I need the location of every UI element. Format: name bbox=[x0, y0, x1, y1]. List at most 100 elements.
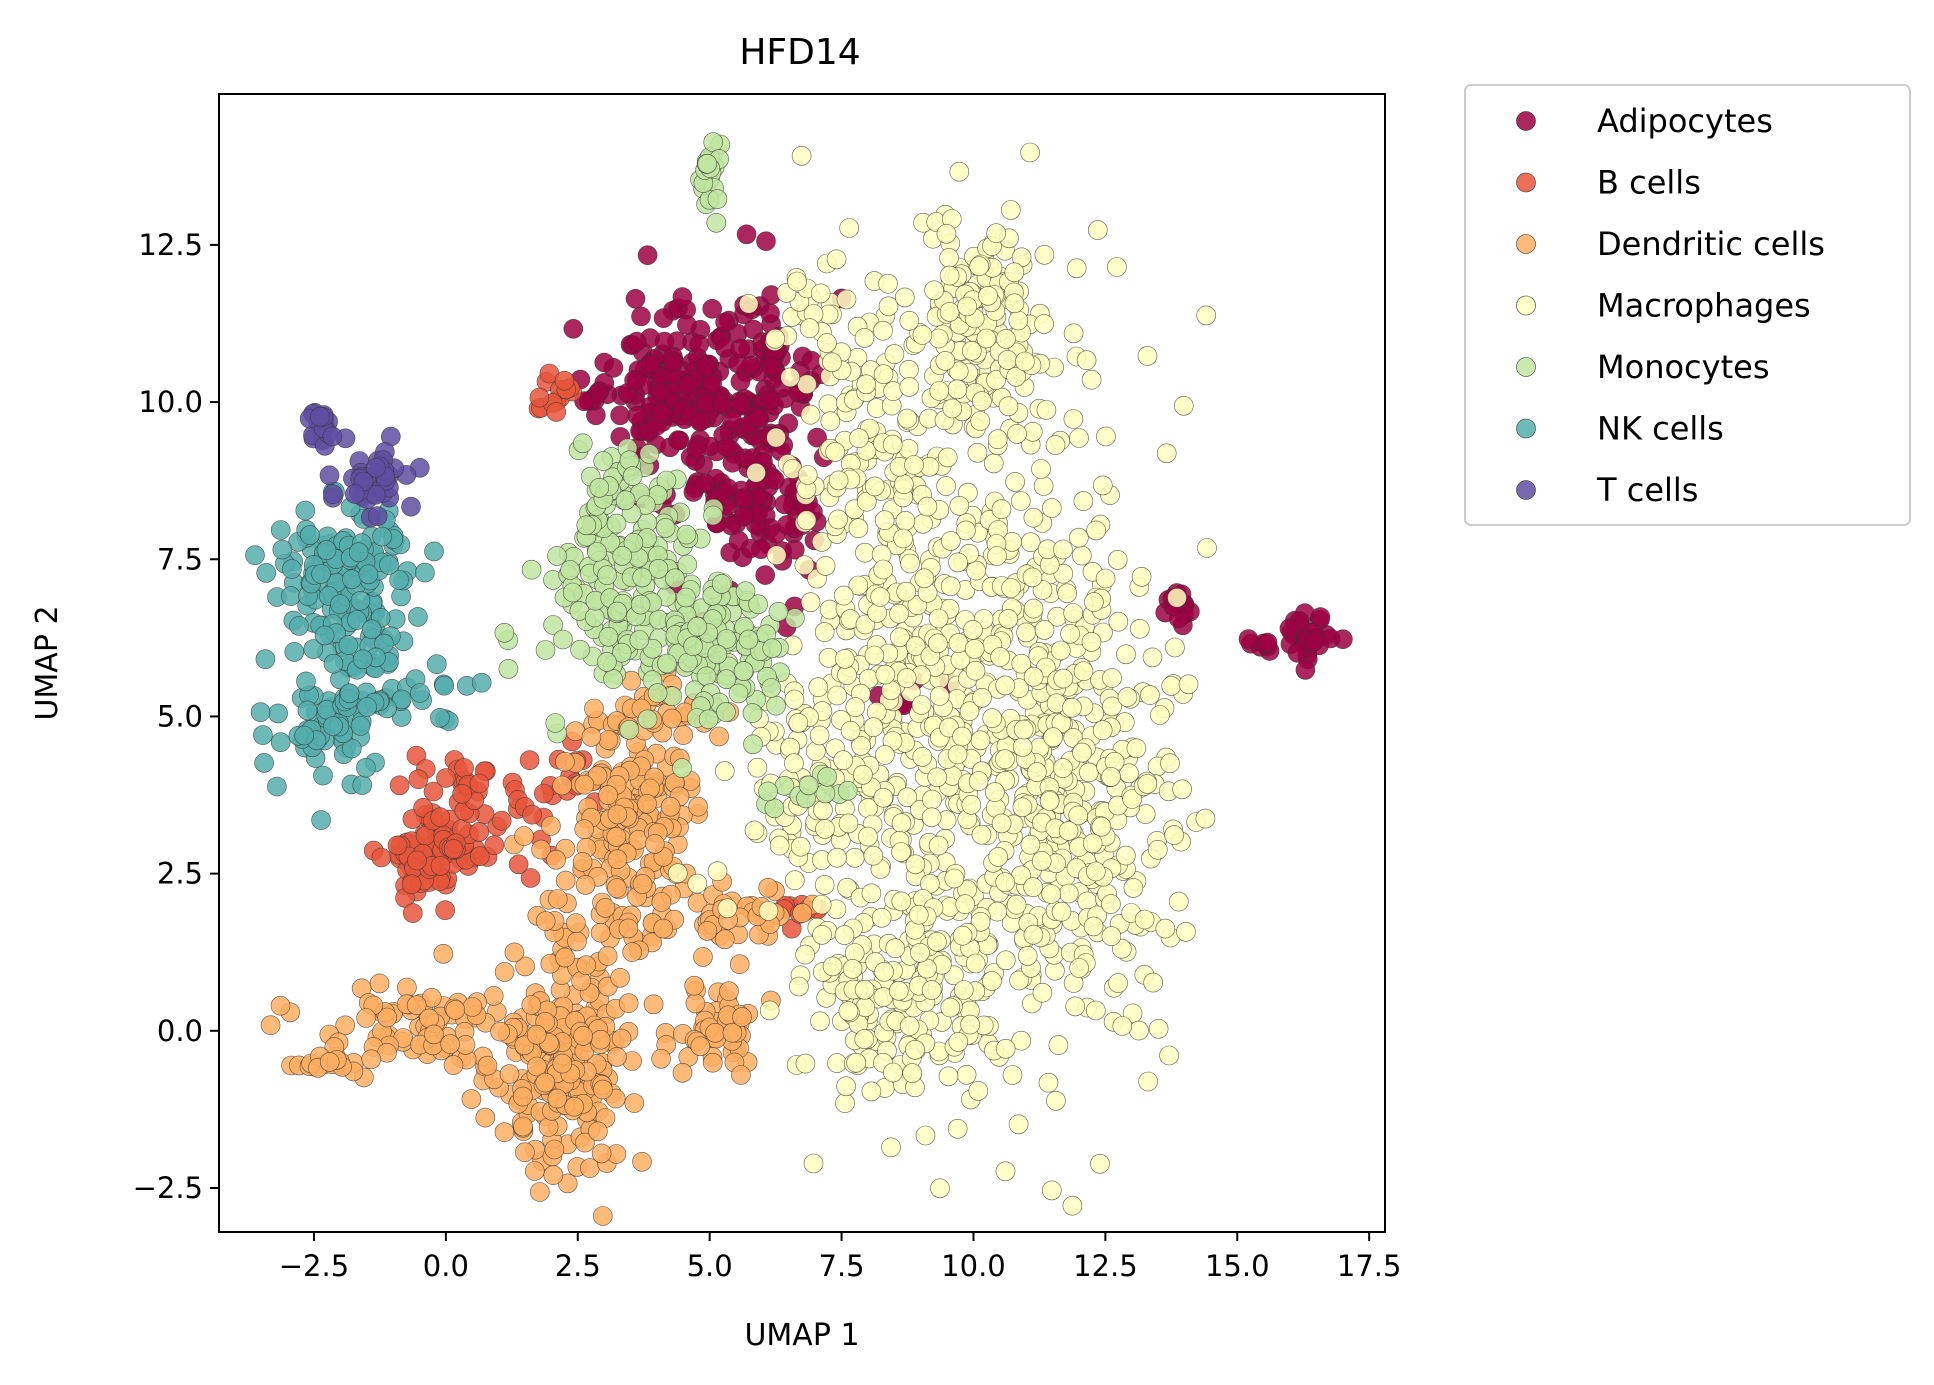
point-monocytes bbox=[766, 695, 786, 716]
point-macrophages bbox=[939, 248, 959, 268]
point-dendritic-cells bbox=[475, 1107, 496, 1128]
point-nk-cells bbox=[341, 738, 362, 759]
point-dendritic-cells bbox=[564, 1096, 585, 1117]
point-monocytes bbox=[543, 615, 563, 635]
point-dendritic-cells bbox=[598, 785, 618, 805]
point-macrophages bbox=[1137, 346, 1158, 366]
point-t-cells bbox=[322, 426, 343, 447]
point-macrophages bbox=[905, 854, 926, 875]
point-macrophages bbox=[956, 520, 976, 541]
point-monocytes bbox=[629, 630, 650, 650]
point-macrophages bbox=[986, 370, 1006, 390]
point-macrophages bbox=[856, 491, 877, 512]
point-adipocytes bbox=[641, 354, 661, 374]
point-t-cells bbox=[319, 465, 340, 486]
point-macrophages bbox=[814, 622, 835, 642]
point-adipocytes bbox=[625, 288, 646, 309]
point-macrophages bbox=[825, 442, 845, 462]
point-dendritic-cells bbox=[547, 1088, 568, 1109]
point-macrophages bbox=[864, 645, 885, 666]
point-macrophages bbox=[1012, 737, 1033, 757]
point-macrophages bbox=[851, 736, 871, 756]
point-macrophages bbox=[983, 453, 1004, 474]
point-dendritic-cells bbox=[515, 1142, 535, 1162]
point-monocytes bbox=[589, 477, 610, 498]
legend-label-b-cells: B cells bbox=[1597, 164, 1701, 202]
point-macrophages bbox=[1123, 878, 1144, 898]
point-dendritic-cells bbox=[607, 1047, 627, 1067]
point-macrophages bbox=[822, 956, 843, 977]
point-macrophages bbox=[948, 552, 968, 573]
point-macrophages bbox=[1101, 767, 1121, 787]
point-dendritic-cells bbox=[547, 889, 568, 909]
point-macrophages bbox=[996, 329, 1016, 349]
point-macrophages bbox=[912, 747, 933, 767]
point-macrophages bbox=[894, 287, 915, 308]
point-nk-cells bbox=[330, 594, 350, 615]
point-macrophages bbox=[840, 720, 861, 741]
point-macrophages bbox=[1053, 668, 1074, 689]
point-nk-cells bbox=[471, 672, 492, 693]
point-macrophages bbox=[765, 328, 786, 349]
point-dendritic-cells bbox=[705, 1023, 726, 1043]
x-tick-label: 5.0 bbox=[687, 1249, 733, 1283]
legend-marker-dendritic-cells bbox=[1516, 234, 1536, 254]
point-adipocytes bbox=[1238, 629, 1259, 649]
point-macrophages bbox=[942, 398, 963, 419]
point-macrophages bbox=[746, 462, 766, 483]
point-macrophages bbox=[1069, 428, 1089, 448]
point-macrophages bbox=[827, 1053, 847, 1073]
point-adipocytes bbox=[756, 231, 776, 251]
point-adipocytes bbox=[1320, 628, 1341, 649]
point-dendritic-cells bbox=[567, 931, 587, 952]
point-adipocytes bbox=[668, 430, 688, 451]
point-macrophages bbox=[963, 620, 983, 640]
point-dendritic-cells bbox=[513, 1116, 533, 1137]
legend-label-nk-cells: NK cells bbox=[1597, 410, 1724, 448]
point-t-cells bbox=[367, 506, 388, 526]
x-tick-label: 12.5 bbox=[1073, 1249, 1138, 1283]
point-dendritic-cells bbox=[574, 819, 595, 840]
point-nk-cells bbox=[267, 776, 287, 797]
point-dendritic-cells bbox=[581, 727, 602, 747]
point-macrophages bbox=[1159, 1045, 1179, 1066]
point-dendritic-cells bbox=[535, 1072, 556, 1093]
point-nk-cells bbox=[313, 765, 333, 786]
point-macrophages bbox=[1034, 245, 1055, 265]
point-macrophages bbox=[812, 924, 832, 945]
point-macrophages bbox=[1148, 1019, 1169, 1039]
point-macrophages bbox=[815, 819, 835, 839]
point-adipocytes bbox=[690, 411, 710, 432]
point-nk-cells bbox=[284, 642, 305, 662]
point-b-cells bbox=[469, 773, 490, 794]
point-macrophages bbox=[788, 713, 809, 733]
point-monocytes bbox=[655, 518, 676, 538]
x-axis: −2.5 0.0 2.5 5.0 7.5 10.0 12.5 15.0 17.5 bbox=[279, 1232, 1401, 1283]
point-dendritic-cells bbox=[529, 1182, 550, 1202]
point-macrophages bbox=[1013, 719, 1034, 740]
point-dendritic-cells bbox=[566, 913, 586, 933]
point-macrophages bbox=[820, 411, 841, 432]
point-macrophages bbox=[815, 556, 836, 576]
point-t-cells bbox=[366, 457, 386, 478]
point-macrophages bbox=[833, 750, 854, 771]
point-monocytes bbox=[547, 546, 567, 566]
point-dendritic-cells bbox=[461, 1089, 482, 1109]
point-macrophages bbox=[896, 581, 917, 602]
point-b-cells bbox=[443, 839, 464, 859]
point-macrophages bbox=[956, 1065, 977, 1085]
point-macrophages bbox=[947, 1119, 968, 1139]
point-macrophages bbox=[803, 1153, 824, 1174]
point-macrophages bbox=[947, 744, 968, 765]
point-adipocytes bbox=[695, 473, 715, 494]
point-adipocytes bbox=[626, 331, 647, 352]
point-macrophages bbox=[799, 318, 820, 339]
point-macrophages bbox=[1017, 946, 1038, 966]
point-monocytes bbox=[707, 189, 728, 209]
point-dendritic-cells bbox=[688, 796, 708, 817]
point-monocytes bbox=[698, 709, 719, 730]
point-macrophages bbox=[1038, 1072, 1059, 1093]
point-macrophages bbox=[1023, 877, 1043, 898]
point-macrophages bbox=[982, 971, 1002, 991]
